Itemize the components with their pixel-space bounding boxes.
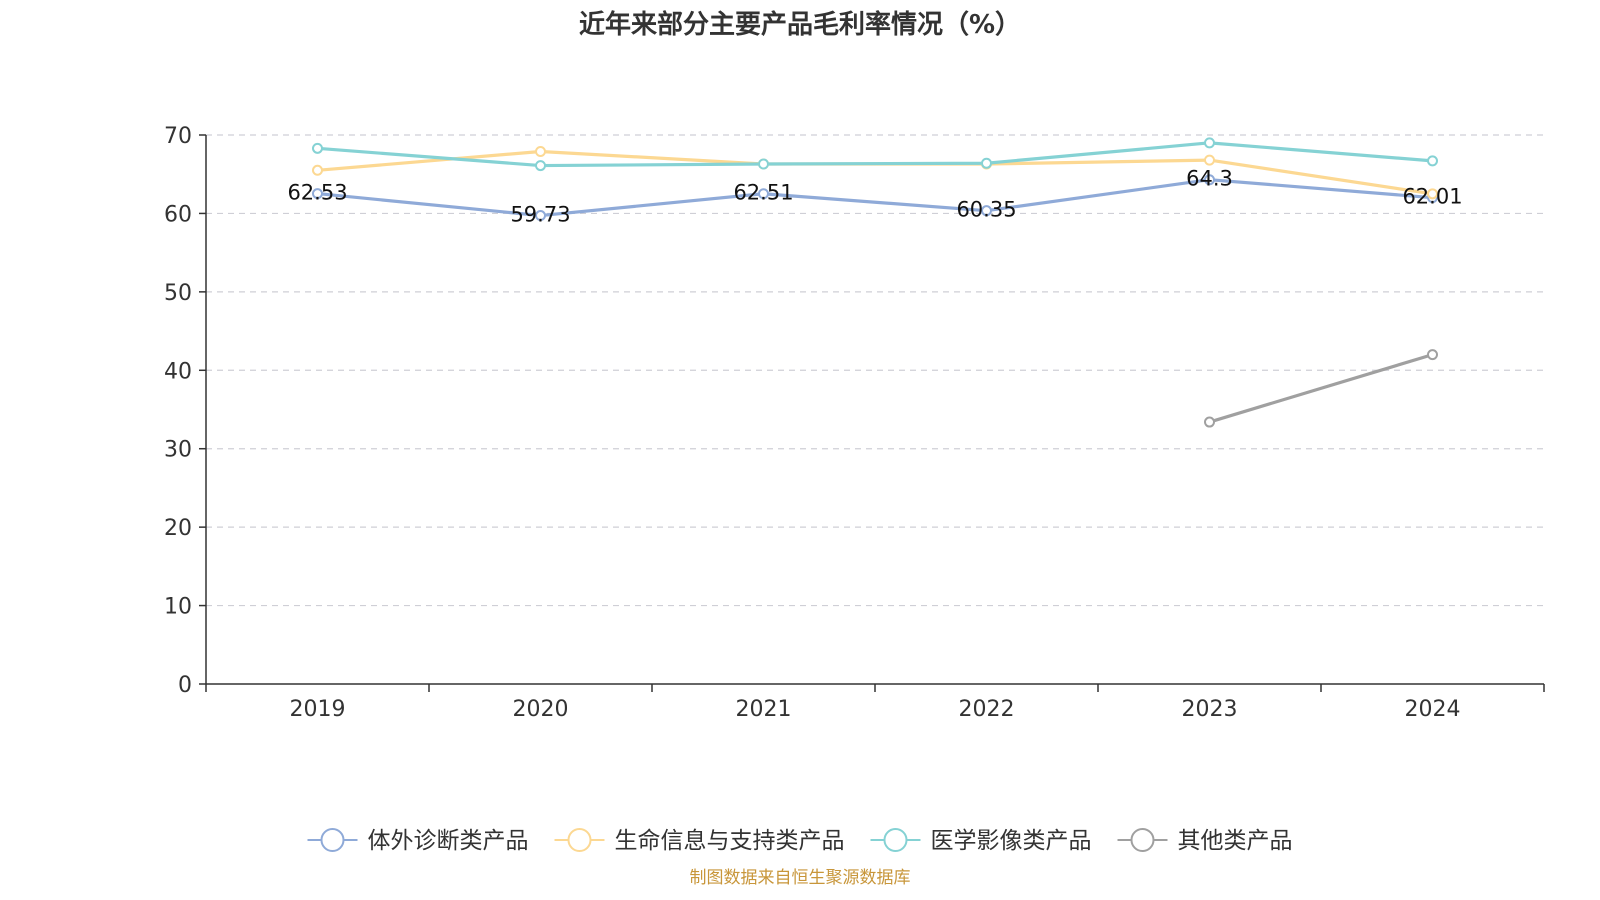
source-note: 制图数据来自恒生聚源数据库 bbox=[690, 868, 911, 888]
data-point bbox=[1427, 188, 1438, 200]
chart-title: 近年来部分主要产品毛利率情况（%） bbox=[579, 9, 1021, 40]
legend-swatch bbox=[883, 828, 908, 852]
legend-swatch bbox=[320, 828, 345, 852]
legend-swatch bbox=[1130, 828, 1155, 852]
data-point bbox=[981, 205, 992, 217]
data-point bbox=[1427, 155, 1438, 167]
y-tick-label: 30 bbox=[164, 438, 192, 463]
data-label: 62.51 bbox=[733, 181, 793, 205]
x-tick-label: 2019 bbox=[290, 697, 346, 722]
y-tick-label: 20 bbox=[164, 516, 192, 541]
data-point bbox=[758, 158, 769, 170]
y-tick-label: 60 bbox=[164, 202, 192, 227]
x-tick-label: 2024 bbox=[1405, 697, 1461, 722]
y-tick-label: 70 bbox=[164, 124, 192, 149]
data-point bbox=[1427, 349, 1438, 361]
data-label: 60.35 bbox=[956, 198, 1016, 222]
series-line-0 bbox=[317, 178, 1433, 218]
data-point bbox=[981, 157, 992, 169]
data-point bbox=[535, 145, 546, 157]
data-point bbox=[535, 160, 546, 172]
data-label: 62.01 bbox=[1402, 185, 1462, 209]
legend-label: 其他类产品 bbox=[1178, 828, 1293, 854]
data-point bbox=[312, 188, 323, 200]
x-tick-label: 2021 bbox=[736, 697, 792, 722]
data-point bbox=[1204, 416, 1215, 428]
axes: 0 10 20 30 40 50 60 70 2019 2020 2021 2022 2023 2024 bbox=[164, 124, 1545, 722]
x-tick-label: 2023 bbox=[1182, 697, 1238, 722]
legend-label: 医学影像类产品 bbox=[931, 828, 1092, 854]
legend: 体外诊断类产品 生命信息与支持类产品 医学影像类产品 其他类产品 bbox=[307, 828, 1293, 854]
data-point bbox=[312, 142, 323, 154]
y-tick-label: 0 bbox=[178, 673, 192, 698]
data-label: 64.3 bbox=[1186, 167, 1233, 191]
x-tick-label: 2022 bbox=[959, 697, 1015, 722]
data-label: 62.53 bbox=[287, 181, 347, 205]
grid-lines bbox=[206, 134, 1544, 607]
data-point bbox=[312, 164, 323, 176]
data-point bbox=[1204, 154, 1215, 166]
series-line-1 bbox=[317, 149, 1433, 196]
series-line-2 bbox=[317, 141, 1433, 168]
data-label: 59.73 bbox=[510, 203, 570, 227]
legend-label: 体外诊断类产品 bbox=[368, 828, 529, 854]
x-tick-label: 2020 bbox=[513, 697, 569, 722]
series-group bbox=[312, 137, 1438, 428]
legend-swatch bbox=[567, 828, 592, 852]
data-point bbox=[1204, 137, 1215, 149]
y-tick-label: 10 bbox=[164, 595, 192, 620]
data-labels: 62.53 59.73 62.51 60.35 64.3 62.01 bbox=[287, 167, 1462, 227]
series-line-3 bbox=[1209, 353, 1433, 424]
data-point bbox=[758, 188, 769, 200]
y-tick-label: 50 bbox=[164, 281, 192, 306]
y-tick-label: 40 bbox=[164, 359, 192, 384]
legend-label: 生命信息与支持类产品 bbox=[615, 828, 845, 854]
data-point bbox=[1204, 174, 1215, 186]
data-point bbox=[535, 210, 546, 222]
